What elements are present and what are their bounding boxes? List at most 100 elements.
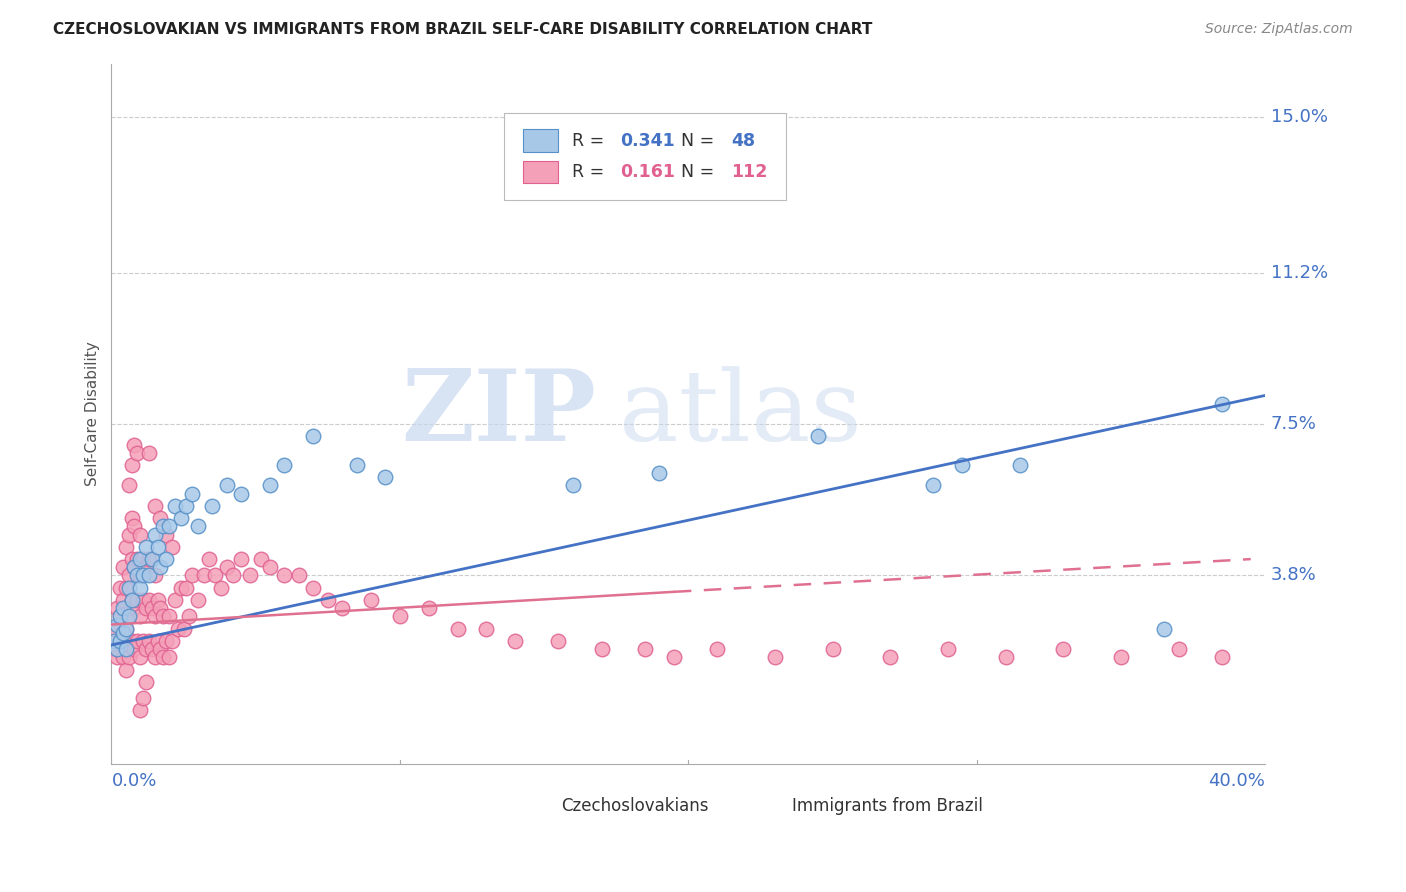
Point xyxy=(105,642,128,657)
Point xyxy=(950,458,973,472)
Point xyxy=(135,540,157,554)
Point xyxy=(1153,622,1175,636)
Point xyxy=(475,622,498,636)
Text: 112: 112 xyxy=(731,163,768,181)
Point xyxy=(127,446,149,460)
Point xyxy=(124,519,146,533)
FancyBboxPatch shape xyxy=(523,129,558,152)
Point xyxy=(121,634,143,648)
Point xyxy=(127,552,149,566)
Point xyxy=(157,519,180,533)
Point xyxy=(108,609,131,624)
FancyBboxPatch shape xyxy=(522,798,554,814)
Point xyxy=(561,478,583,492)
Point xyxy=(166,622,188,636)
Point xyxy=(259,560,281,574)
Point xyxy=(634,642,657,657)
Point xyxy=(121,458,143,472)
Point xyxy=(103,622,125,636)
Point xyxy=(127,593,149,607)
Point xyxy=(706,130,728,145)
Text: 0.161: 0.161 xyxy=(620,163,675,181)
Point xyxy=(124,560,146,574)
Point xyxy=(118,478,141,492)
Text: N =: N = xyxy=(669,163,720,181)
Point xyxy=(111,593,134,607)
Point xyxy=(129,609,152,624)
Point xyxy=(124,601,146,615)
Point xyxy=(121,552,143,566)
Text: Source: ZipAtlas.com: Source: ZipAtlas.com xyxy=(1205,22,1353,37)
Text: Czechoslovakians: Czechoslovakians xyxy=(561,797,709,815)
Text: Immigrants from Brazil: Immigrants from Brazil xyxy=(792,797,983,815)
Point xyxy=(111,560,134,574)
Point xyxy=(181,568,204,582)
Point xyxy=(132,634,155,648)
Point xyxy=(132,568,155,582)
Text: 15.0%: 15.0% xyxy=(1271,108,1327,127)
Point xyxy=(121,593,143,607)
Point xyxy=(124,642,146,657)
Point xyxy=(163,593,186,607)
Point xyxy=(143,568,166,582)
Point xyxy=(360,593,382,607)
Point xyxy=(108,609,131,624)
Point xyxy=(121,511,143,525)
FancyBboxPatch shape xyxy=(752,798,785,814)
Point xyxy=(111,625,134,640)
Point xyxy=(135,560,157,574)
Point xyxy=(706,642,728,657)
Point xyxy=(114,663,136,677)
Point xyxy=(994,650,1017,665)
Point xyxy=(135,674,157,689)
Point xyxy=(124,437,146,451)
Point xyxy=(114,642,136,657)
Point xyxy=(807,429,830,443)
Point xyxy=(179,609,201,624)
Point xyxy=(118,581,141,595)
Point xyxy=(209,581,232,595)
Text: 3.8%: 3.8% xyxy=(1271,566,1316,584)
Point xyxy=(273,458,295,472)
Point xyxy=(648,466,671,480)
Point xyxy=(105,650,128,665)
Point xyxy=(1167,642,1189,657)
Point xyxy=(129,650,152,665)
Point xyxy=(135,601,157,615)
Point xyxy=(149,601,172,615)
Point xyxy=(138,593,160,607)
Point xyxy=(763,650,786,665)
Point xyxy=(346,458,368,472)
FancyBboxPatch shape xyxy=(523,161,558,183)
Point xyxy=(129,703,152,717)
Point xyxy=(108,634,131,648)
Text: R =: R = xyxy=(572,163,610,181)
Point xyxy=(108,581,131,595)
Point xyxy=(132,691,155,706)
Point xyxy=(114,622,136,636)
Point xyxy=(231,486,253,500)
Point xyxy=(118,568,141,582)
Point xyxy=(936,642,959,657)
Point xyxy=(273,568,295,582)
Point xyxy=(152,519,174,533)
Point xyxy=(129,581,152,595)
Point xyxy=(129,527,152,541)
Point xyxy=(1109,650,1132,665)
Point xyxy=(1008,458,1031,472)
Text: R =: R = xyxy=(572,132,610,150)
Point xyxy=(141,552,163,566)
Point xyxy=(231,552,253,566)
Point xyxy=(1211,397,1233,411)
Point xyxy=(152,609,174,624)
Point xyxy=(193,568,215,582)
Point xyxy=(105,601,128,615)
Text: 0.0%: 0.0% xyxy=(111,772,157,789)
Point xyxy=(129,552,152,566)
Point xyxy=(446,622,468,636)
Point xyxy=(149,560,172,574)
Point xyxy=(118,527,141,541)
Point xyxy=(129,568,152,582)
Text: 0.341: 0.341 xyxy=(620,132,675,150)
Text: atlas: atlas xyxy=(619,366,862,462)
